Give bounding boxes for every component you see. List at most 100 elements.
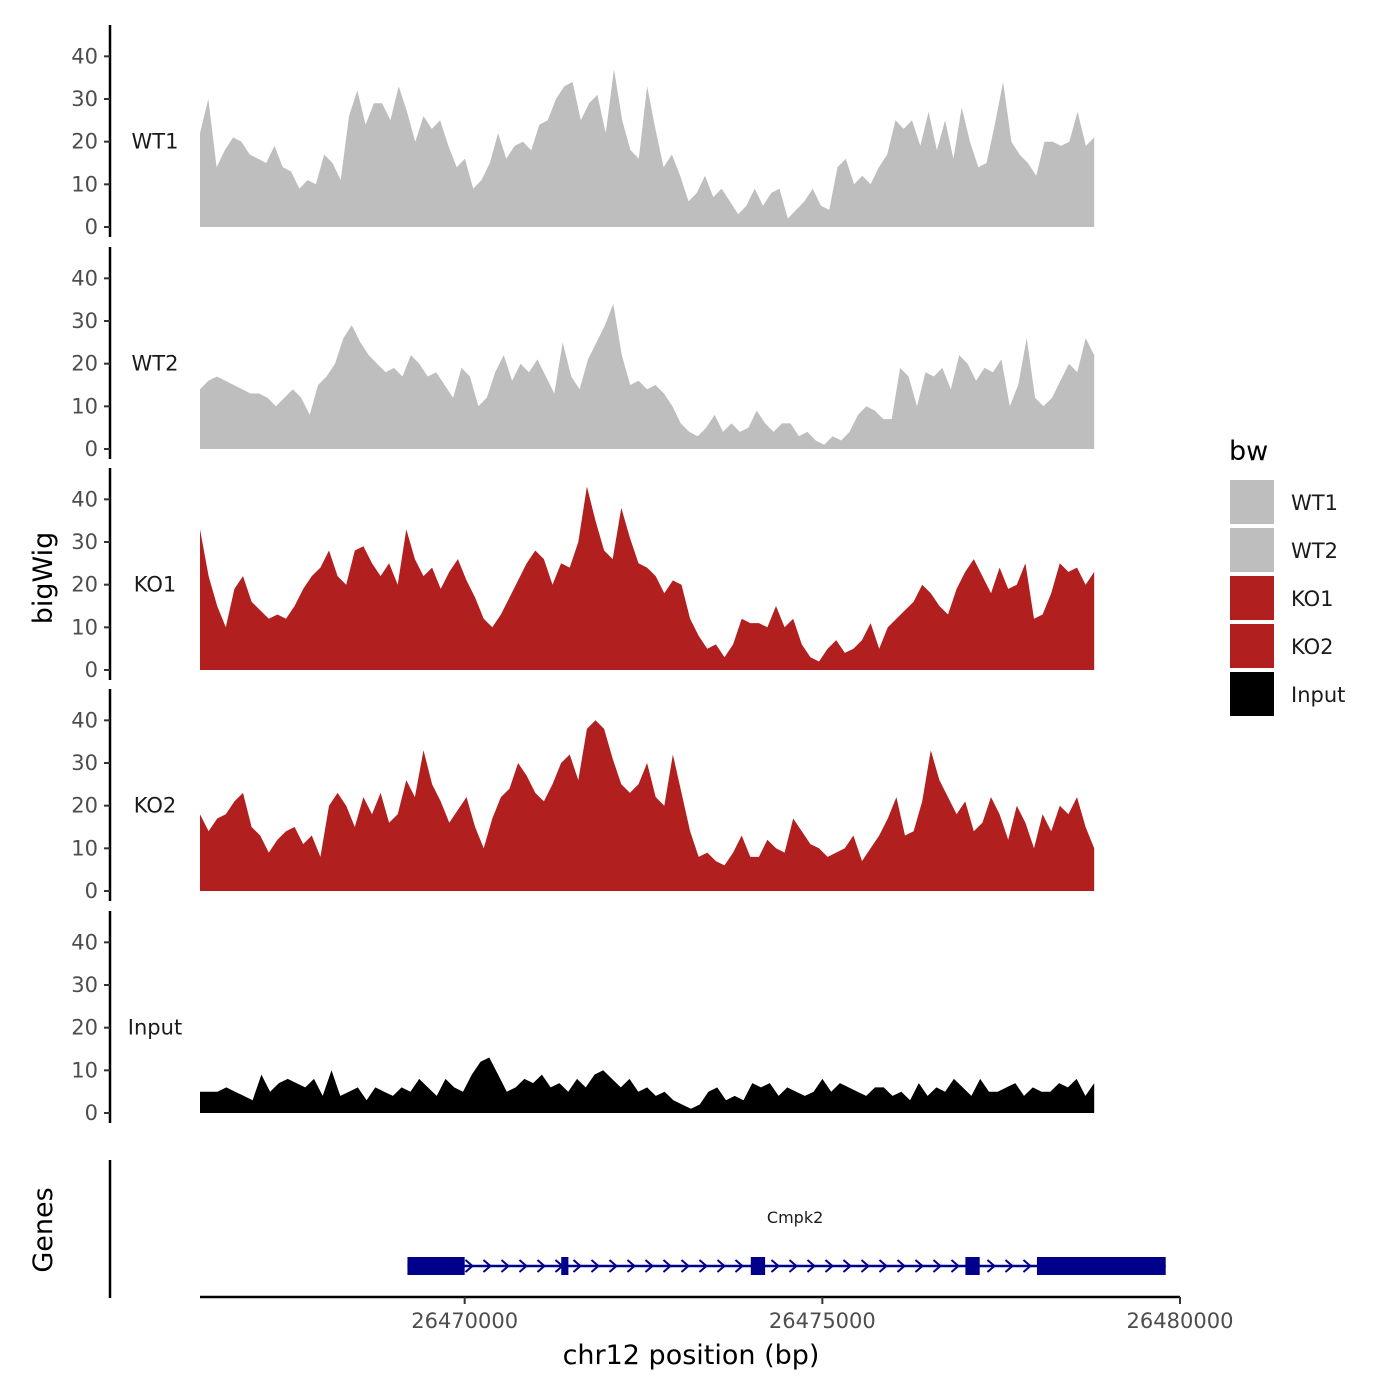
legend-item-wt1: WT1 — [1230, 480, 1338, 524]
y-tick-label: 30 — [71, 87, 98, 111]
gene-exon — [750, 1257, 766, 1275]
track-input: 0 10 20 30 40 Input — [71, 911, 1095, 1125]
strand-arrow — [536, 1259, 546, 1273]
strand-arrow — [590, 1259, 600, 1273]
legend-label: KO2 — [1291, 635, 1334, 659]
y-tick-label: 20 — [71, 794, 98, 818]
y-tick-label: 30 — [71, 751, 98, 775]
y-tick-label: 0 — [85, 658, 98, 682]
strand-arrow — [914, 1259, 924, 1273]
coverage-area-input — [200, 1057, 1095, 1113]
strand-arrow — [932, 1259, 942, 1273]
strand-arrow — [716, 1259, 726, 1273]
y-tick-label: 20 — [71, 573, 98, 597]
strand-arrow — [482, 1259, 492, 1273]
strand-arrow — [608, 1259, 618, 1273]
gene-exon — [561, 1257, 569, 1275]
strand-arrow — [878, 1259, 888, 1273]
y-axis-title: bigWig — [28, 532, 59, 625]
gene-exon — [1036, 1257, 1166, 1275]
x-tick-label: 26470000 — [411, 1309, 518, 1333]
y-tick-label: 10 — [71, 172, 98, 196]
x-axis-title: chr12 position (bp) — [563, 1340, 820, 1371]
strand-arrow — [698, 1259, 708, 1273]
strand-arrow — [824, 1259, 834, 1273]
coverage-area-ko1 — [200, 486, 1095, 670]
legend-label: WT2 — [1291, 539, 1338, 563]
y-tick-label: 10 — [71, 1058, 98, 1082]
track-label: WT2 — [132, 352, 179, 376]
y-tick-label: 40 — [71, 708, 98, 732]
x-tick-label: 26475000 — [769, 1309, 876, 1333]
coverage-area-wt2 — [200, 303, 1095, 449]
legend-item-wt2: WT2 — [1230, 528, 1338, 572]
coverage-area-wt1 — [200, 69, 1095, 227]
genes-axis-title: Genes — [28, 1187, 59, 1272]
track-label: KO2 — [134, 794, 177, 818]
strand-arrow — [842, 1259, 852, 1273]
y-tick-label: 40 — [71, 266, 98, 290]
legend-swatch — [1230, 576, 1274, 620]
strand-arrow — [644, 1259, 654, 1273]
legend-swatch — [1230, 624, 1274, 668]
track-ko2: 0 10 20 30 40 KO2 — [71, 689, 1095, 903]
y-tick-label: 0 — [85, 879, 98, 903]
track-wt2: 0 10 20 30 40 WT2 — [71, 247, 1095, 461]
y-tick-label: 10 — [71, 836, 98, 860]
strand-arrow — [626, 1259, 636, 1273]
track-ko1: 0 10 20 30 40 KO1 — [71, 468, 1095, 682]
track-wt1: 0 10 20 30 40 WT1 — [71, 25, 1095, 239]
y-tick-label: 30 — [71, 530, 98, 554]
coverage-area-ko2 — [200, 720, 1095, 891]
y-tick-label: 20 — [71, 130, 98, 154]
y-tick-label: 30 — [71, 309, 98, 333]
gene-exon — [965, 1257, 980, 1275]
strand-arrow — [896, 1259, 906, 1273]
legend-item-ko1: KO1 — [1230, 576, 1334, 620]
strand-arrow — [1022, 1259, 1032, 1273]
y-tick-label: 20 — [71, 1016, 98, 1040]
strand-arrow — [770, 1259, 780, 1273]
strand-arrow — [806, 1259, 816, 1273]
y-tick-label: 10 — [71, 615, 98, 639]
strand-arrow — [860, 1259, 870, 1273]
legend-label: Input — [1291, 683, 1345, 707]
y-tick-label: 0 — [85, 437, 98, 461]
y-tick-label: 20 — [71, 352, 98, 376]
y-tick-label: 0 — [85, 215, 98, 239]
track-panels: 0 10 20 30 40 WT1 0 10 20 30 40 WT2 0 10 20 30 40 KO1 0 10 2… — [71, 25, 1095, 1125]
strand-arrow — [950, 1259, 960, 1273]
legend-title: bw — [1229, 436, 1268, 467]
legend: bw WT1 WT2 KO1 KO2 Input — [1229, 436, 1345, 716]
track-label: Input — [128, 1016, 182, 1040]
legend-swatch — [1230, 528, 1274, 572]
y-tick-label: 30 — [71, 973, 98, 997]
legend-swatch — [1230, 480, 1274, 524]
y-tick-label: 40 — [71, 487, 98, 511]
track-label: WT1 — [132, 130, 179, 154]
gene-name-label: Cmpk2 — [767, 1208, 823, 1227]
y-tick-label: 0 — [85, 1101, 98, 1125]
y-tick-label: 40 — [71, 44, 98, 68]
x-axis: 26470000 26475000 26480000 — [200, 1295, 1234, 1333]
gene-cmpk2: Cmpk2 — [407, 1208, 1166, 1275]
strand-arrow — [1004, 1259, 1014, 1273]
x-tick-label: 26480000 — [1127, 1309, 1234, 1333]
legend-label: WT1 — [1291, 491, 1338, 515]
strand-arrow — [500, 1259, 510, 1273]
strand-arrow — [986, 1259, 996, 1273]
legend-item-ko2: KO2 — [1230, 624, 1334, 668]
y-tick-label: 40 — [71, 930, 98, 954]
legend-swatch — [1230, 672, 1274, 716]
strand-arrow — [662, 1259, 672, 1273]
legend-label: KO1 — [1291, 587, 1334, 611]
strand-arrow — [788, 1259, 798, 1273]
strand-arrow — [572, 1259, 582, 1273]
legend-item-input: Input — [1230, 672, 1345, 716]
strand-arrow — [734, 1259, 744, 1273]
gene-annotation-panel: Cmpk2 — [108, 1160, 1166, 1298]
strand-arrow — [464, 1259, 474, 1273]
track-label: KO1 — [134, 573, 177, 597]
strand-arrow — [518, 1259, 528, 1273]
